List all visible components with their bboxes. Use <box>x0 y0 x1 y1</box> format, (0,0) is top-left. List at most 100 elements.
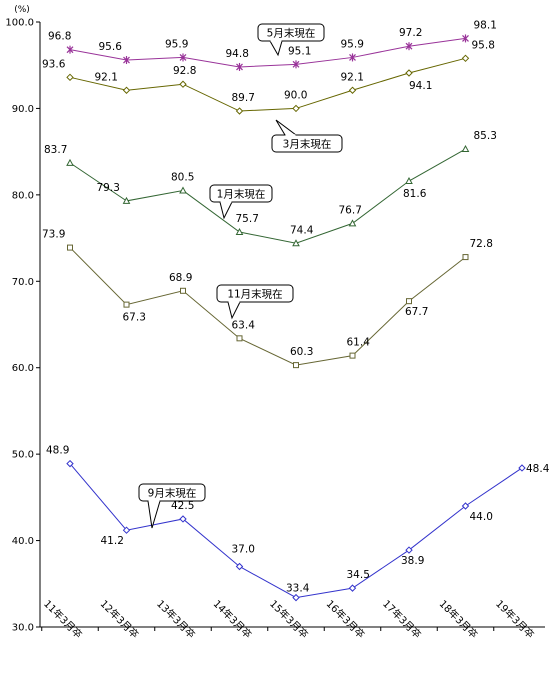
data-label: 41.2 <box>101 535 124 547</box>
data-point <box>461 145 470 153</box>
data-point <box>349 53 356 62</box>
callout-tail <box>275 119 298 136</box>
data-point <box>348 86 357 94</box>
x-tick-label: 16年3月卒 <box>324 597 368 641</box>
callout-4: 11月末現在 <box>216 284 294 320</box>
data-point <box>349 352 356 359</box>
data-labels: 96.8 95.6 95.9 94.8 95.1 95.9 97.2 98.1 93.6 92.1… <box>42 19 549 594</box>
data-label: 81.6 <box>403 188 427 200</box>
data-point <box>292 593 300 602</box>
data-label: 93.6 <box>42 58 66 70</box>
data-label: 92.1 <box>341 71 364 83</box>
callout-tail <box>219 201 233 220</box>
data-point <box>348 219 357 227</box>
data-point <box>462 34 469 43</box>
y-tick-label: 80.0 <box>12 190 34 201</box>
callout-label: 5月末現在 <box>267 27 316 40</box>
series-layer <box>66 34 526 602</box>
x-tick-label: 12年3月卒 <box>98 597 142 641</box>
x-tick-label: 11年3月卒 <box>41 597 85 641</box>
data-label: 68.9 <box>169 272 192 284</box>
data-label: 96.8 <box>48 31 71 43</box>
data-point <box>179 53 187 62</box>
axes: 30.0 40.0 50.0 60.0 70.0 80.0 90.0 100.0 (%) 11年3… <box>5 5 545 641</box>
x-tick-label: 13年3月卒 <box>154 597 198 641</box>
series-3 <box>66 145 470 247</box>
data-point <box>236 62 243 71</box>
data-point <box>405 69 413 77</box>
data-label: 95.9 <box>165 38 188 50</box>
callout-label: 3月末現在 <box>283 138 332 151</box>
data-label: 76.7 <box>339 204 362 216</box>
data-point <box>235 107 244 115</box>
data-point <box>66 158 74 166</box>
data-label: 38.9 <box>401 555 424 567</box>
data-point <box>180 287 186 294</box>
series-5 <box>66 459 526 602</box>
callout-2: 3月末現在 <box>271 119 343 153</box>
data-point <box>235 227 244 236</box>
y-tick-label: 70.0 <box>12 277 34 288</box>
x-tick-label: 14年3月卒 <box>211 597 255 641</box>
data-point <box>292 104 300 113</box>
data-label: 97.2 <box>399 27 422 39</box>
data-label: 83.7 <box>44 144 67 156</box>
data-label: 92.8 <box>173 65 196 77</box>
data-label: 74.4 <box>290 224 314 236</box>
data-label: 33.4 <box>286 583 310 595</box>
data-label: 37.0 <box>232 544 255 556</box>
callout-5: 9月末現在 <box>138 483 206 529</box>
y-tick-label: 100.0 <box>5 18 34 29</box>
callout-tail <box>269 40 283 57</box>
data-point <box>293 362 299 369</box>
data-point <box>123 56 130 65</box>
data-point <box>66 459 74 468</box>
data-label: 79.3 <box>97 182 120 194</box>
series-line <box>69 57 466 112</box>
data-label: 92.1 <box>95 71 118 83</box>
data-point <box>122 196 131 204</box>
series-line <box>69 463 523 599</box>
x-tick-label: 18年3月卒 <box>437 597 481 641</box>
series-4 <box>67 244 469 369</box>
data-label: 61.4 <box>347 337 371 349</box>
data-label: 48.9 <box>46 445 69 457</box>
data-point <box>462 254 469 261</box>
callout-label: 11月末現在 <box>227 288 282 301</box>
series-line <box>69 247 466 366</box>
callout-label: 9月末現在 <box>148 487 197 500</box>
data-label: 80.5 <box>171 172 194 184</box>
y-tick-label: 30.0 <box>12 623 34 634</box>
data-label: 85.3 <box>474 130 497 142</box>
y-tick-label: 90.0 <box>12 104 34 115</box>
data-label: 34.5 <box>347 569 370 581</box>
series-2 <box>66 54 470 115</box>
callout-1: 5月末現在 <box>257 23 325 57</box>
callout-box <box>209 184 273 203</box>
y-axis-unit: (%) <box>14 5 30 15</box>
data-point <box>179 186 187 194</box>
callout-box <box>216 284 294 303</box>
data-label: 90.0 <box>284 89 307 101</box>
data-label: 89.7 <box>232 92 255 104</box>
data-label: 42.5 <box>171 500 194 512</box>
data-point <box>123 301 130 308</box>
data-point <box>235 562 244 571</box>
x-tick-label: 17年3月卒 <box>380 597 424 641</box>
data-point <box>461 502 470 510</box>
data-label: 95.1 <box>288 45 311 57</box>
data-point <box>122 86 131 94</box>
y-tick-label: 40.0 <box>12 536 34 547</box>
data-label: 48.4 <box>526 463 549 475</box>
data-point <box>66 73 74 82</box>
y-tick-label: 60.0 <box>12 363 34 374</box>
data-point <box>405 42 413 51</box>
data-label: 67.3 <box>123 312 146 324</box>
callout-box <box>138 483 206 502</box>
callout-box <box>271 134 343 153</box>
data-point <box>66 45 74 54</box>
data-label: 95.8 <box>472 39 495 51</box>
y-tick-label: 50.0 <box>12 450 34 461</box>
callout-box <box>257 23 325 42</box>
